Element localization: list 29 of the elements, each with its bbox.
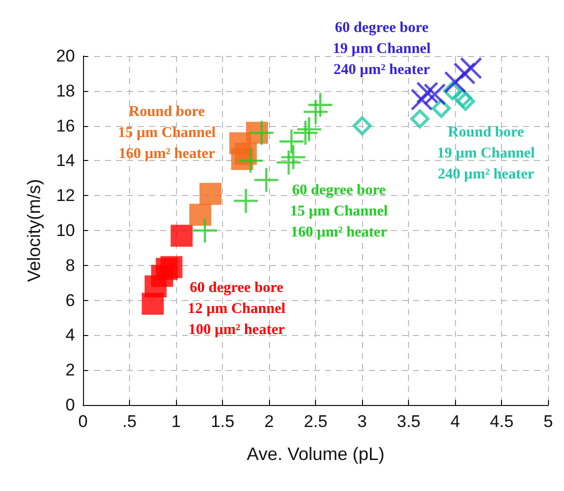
x-axis-title: Ave. Volume (pL) xyxy=(246,444,385,464)
x-tick-label: 0 xyxy=(78,412,88,431)
y-tick-label: 6 xyxy=(66,290,75,310)
y-tick-label: 0 xyxy=(66,396,75,414)
x-tick-label: 4 xyxy=(450,412,460,431)
series-label: 60 degree bore 12 µm Channel 100 µm² heater xyxy=(188,280,286,338)
y-tick-label: 12 xyxy=(56,186,75,206)
y-tick-label: 10 xyxy=(56,221,75,240)
y-tick-label: 18 xyxy=(56,81,75,100)
x-tick-label: .5 xyxy=(122,412,137,431)
x-tick-label: 4.5 xyxy=(490,412,514,431)
x-tick-label: 1.5 xyxy=(210,412,234,431)
series-label: 60 degree bore 19 µm Channel 240 µm² heater xyxy=(332,20,431,78)
series-label: Round bore 15 µm Channel 160 µm² heater xyxy=(118,104,216,162)
x-tick-label: 2 xyxy=(264,412,274,431)
x-tick-label: 2.5 xyxy=(304,412,328,431)
y-tick-label: 2 xyxy=(66,360,75,380)
x-tick-label: 3 xyxy=(357,412,367,431)
y-tick-label: 8 xyxy=(66,256,75,275)
y-tick-label: 20 xyxy=(56,46,75,66)
x-tick-label: 1 xyxy=(171,412,181,431)
y-axis-title: Velocity(m/s) xyxy=(24,178,44,282)
series-label: Round bore 19 µm Channel 240 µm² heater xyxy=(437,124,535,183)
y-tick-label: 14 xyxy=(56,151,75,170)
x-tick-label: 3.5 xyxy=(396,412,421,431)
series-label: 60 degree bore 15 µm Channel 160 µm² heater xyxy=(290,182,388,240)
y-tick-label: 16 xyxy=(56,116,75,136)
y-tick-label: 4 xyxy=(66,326,75,345)
x-tick-label: 5 xyxy=(544,412,554,431)
